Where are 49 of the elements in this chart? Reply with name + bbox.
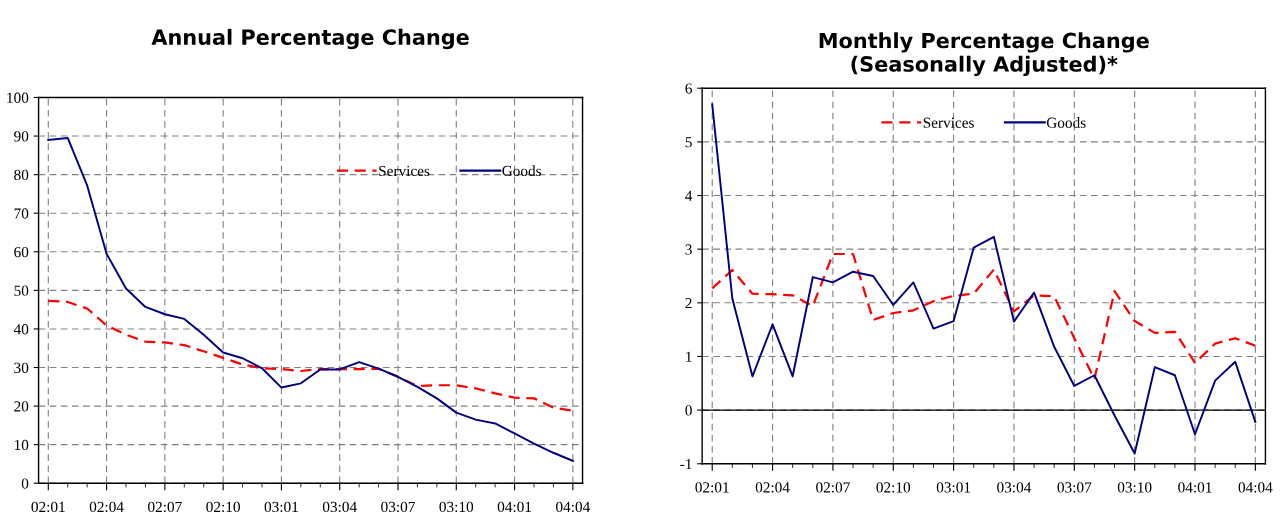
y-tick-label: 0 <box>685 405 692 416</box>
x-tick-label: 02:01 <box>31 501 65 513</box>
line-series <box>47 299 574 412</box>
x-tick-label: 02:07 <box>816 482 850 493</box>
y-tick-label: 1 <box>686 351 692 362</box>
x-tick-label: 03:04 <box>997 482 1032 493</box>
x-tick-label: 02:04 <box>755 482 790 493</box>
x-tick-label: 03:04 <box>322 501 357 513</box>
y-tick-label: 70 <box>14 208 29 219</box>
y-tick-label: 10 <box>14 439 29 451</box>
line-series <box>47 137 574 462</box>
chart-title: Annual Percentage Change <box>151 28 469 50</box>
x-tick-label: 02:10 <box>876 482 911 493</box>
y-tick-label: 100 <box>7 92 29 103</box>
y-tick-label: -1 <box>680 458 692 470</box>
legend-label: Services <box>379 165 430 177</box>
y-tick-label: 0 <box>21 478 29 489</box>
y-tick-label: 3 <box>685 244 692 255</box>
x-tick-label: 03:10 <box>439 501 474 513</box>
legend-label: Goods <box>502 165 542 177</box>
legend-label: Goods <box>1046 117 1086 128</box>
y-tick-label: 20 <box>14 401 29 412</box>
y-tick-label: 90 <box>14 131 29 142</box>
x-tick-label: 04:01 <box>497 501 532 513</box>
x-tick-label: 02:07 <box>148 501 182 513</box>
x-tick-label: 03:01 <box>264 501 298 513</box>
chart-title: Monthly Percentage Change (Seasonally Adjusted)* <box>819 32 1149 77</box>
x-tick-label: 03:10 <box>1117 482 1152 493</box>
y-tick-label: 2 <box>685 298 692 309</box>
x-tick-label: 02:01 <box>695 482 729 493</box>
x-tick-label: 04:04 <box>556 501 591 513</box>
y-tick-label: 40 <box>13 324 29 335</box>
y-tick-label: 80 <box>14 169 29 181</box>
line-series <box>711 252 1257 381</box>
legend-label: Services <box>923 117 974 128</box>
y-tick-label: 50 <box>14 285 29 296</box>
line-series <box>711 103 1257 455</box>
y-tick-label: 4 <box>685 190 693 201</box>
x-tick-label: 02:04 <box>89 501 124 513</box>
y-tick-label: 6 <box>685 83 692 94</box>
x-tick-label: 04:04 <box>1238 482 1273 493</box>
x-tick-label: 03:07 <box>1057 482 1092 493</box>
y-tick-label: 5 <box>685 137 692 148</box>
x-tick-label: 04:01 <box>1178 482 1212 493</box>
x-tick-label: 03:01 <box>936 482 971 493</box>
x-tick-label: 03:07 <box>381 501 415 513</box>
y-tick-label: 30 <box>14 362 29 373</box>
x-tick-label: 02:10 <box>206 501 240 513</box>
y-tick-label: 60 <box>14 246 29 258</box>
